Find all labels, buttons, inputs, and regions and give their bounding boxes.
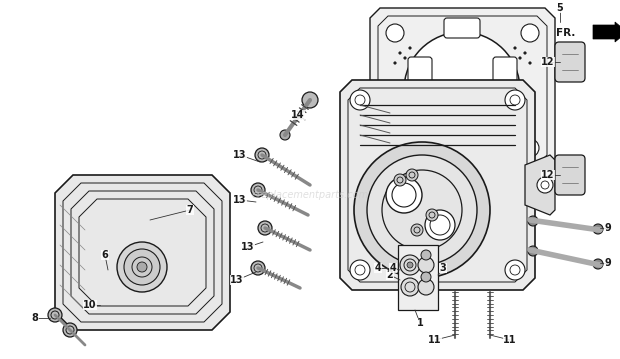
Circle shape	[394, 142, 396, 144]
Circle shape	[48, 308, 62, 322]
Circle shape	[251, 261, 265, 275]
Circle shape	[394, 62, 396, 64]
Circle shape	[514, 127, 516, 129]
Circle shape	[519, 137, 521, 139]
Text: 1: 1	[417, 318, 423, 328]
Text: 13: 13	[233, 195, 247, 205]
Circle shape	[426, 209, 438, 221]
Text: 8: 8	[32, 313, 38, 323]
Text: 4: 4	[389, 263, 396, 273]
Polygon shape	[525, 155, 555, 215]
Polygon shape	[340, 80, 535, 290]
Text: 14: 14	[291, 110, 305, 120]
Circle shape	[124, 249, 160, 285]
Circle shape	[400, 255, 420, 275]
Text: 7: 7	[187, 205, 193, 215]
Text: 11: 11	[428, 335, 441, 345]
Circle shape	[411, 224, 423, 236]
Circle shape	[425, 210, 455, 240]
FancyBboxPatch shape	[408, 57, 432, 103]
Circle shape	[537, 177, 553, 193]
Circle shape	[63, 323, 77, 337]
FancyArrow shape	[593, 22, 620, 42]
Text: ereplacementparts.com: ereplacementparts.com	[252, 190, 368, 200]
Circle shape	[255, 148, 269, 162]
Text: 13: 13	[233, 150, 247, 160]
Circle shape	[593, 224, 603, 234]
Circle shape	[354, 142, 490, 278]
Text: 6: 6	[102, 250, 108, 260]
Circle shape	[117, 242, 167, 292]
Circle shape	[528, 216, 538, 226]
Circle shape	[409, 127, 411, 129]
Circle shape	[406, 169, 418, 181]
Circle shape	[524, 52, 526, 54]
Circle shape	[367, 155, 477, 265]
Circle shape	[394, 174, 406, 186]
Circle shape	[404, 137, 406, 139]
Circle shape	[529, 62, 531, 64]
Text: 9: 9	[604, 258, 611, 268]
Circle shape	[302, 92, 318, 108]
Circle shape	[514, 47, 516, 49]
Circle shape	[350, 90, 370, 110]
Circle shape	[421, 250, 431, 260]
Circle shape	[350, 260, 370, 280]
Text: 13: 13	[230, 275, 244, 285]
Circle shape	[386, 24, 404, 42]
Circle shape	[258, 221, 272, 235]
Circle shape	[137, 262, 147, 272]
Circle shape	[528, 246, 538, 256]
Circle shape	[386, 139, 404, 157]
Text: 13: 13	[241, 242, 255, 252]
Circle shape	[505, 260, 525, 280]
FancyBboxPatch shape	[444, 18, 480, 38]
Text: 5: 5	[557, 3, 564, 13]
Circle shape	[505, 90, 525, 110]
Text: 11: 11	[503, 335, 516, 345]
Text: 10: 10	[83, 300, 97, 310]
Circle shape	[421, 272, 431, 282]
Polygon shape	[370, 8, 555, 173]
Circle shape	[399, 132, 401, 134]
Text: 3: 3	[440, 263, 446, 273]
Circle shape	[593, 259, 603, 269]
Circle shape	[386, 177, 422, 213]
Text: 12: 12	[541, 57, 555, 67]
Text: 2: 2	[387, 270, 393, 280]
Circle shape	[404, 57, 406, 59]
Circle shape	[399, 52, 401, 54]
Circle shape	[521, 139, 539, 157]
Text: 4: 4	[374, 263, 381, 273]
Circle shape	[407, 262, 413, 268]
Circle shape	[280, 130, 290, 140]
Circle shape	[251, 183, 265, 197]
Circle shape	[418, 257, 434, 273]
Circle shape	[404, 32, 520, 148]
Polygon shape	[398, 245, 438, 310]
FancyBboxPatch shape	[493, 57, 517, 103]
Circle shape	[524, 132, 526, 134]
Circle shape	[401, 278, 419, 296]
FancyBboxPatch shape	[555, 42, 585, 82]
Text: FR.: FR.	[556, 28, 575, 38]
FancyBboxPatch shape	[555, 155, 585, 195]
Circle shape	[521, 24, 539, 42]
Text: 12: 12	[541, 170, 555, 180]
Circle shape	[519, 57, 521, 59]
Polygon shape	[55, 175, 230, 330]
Circle shape	[418, 279, 434, 295]
Text: 9: 9	[604, 223, 611, 233]
Circle shape	[409, 47, 411, 49]
